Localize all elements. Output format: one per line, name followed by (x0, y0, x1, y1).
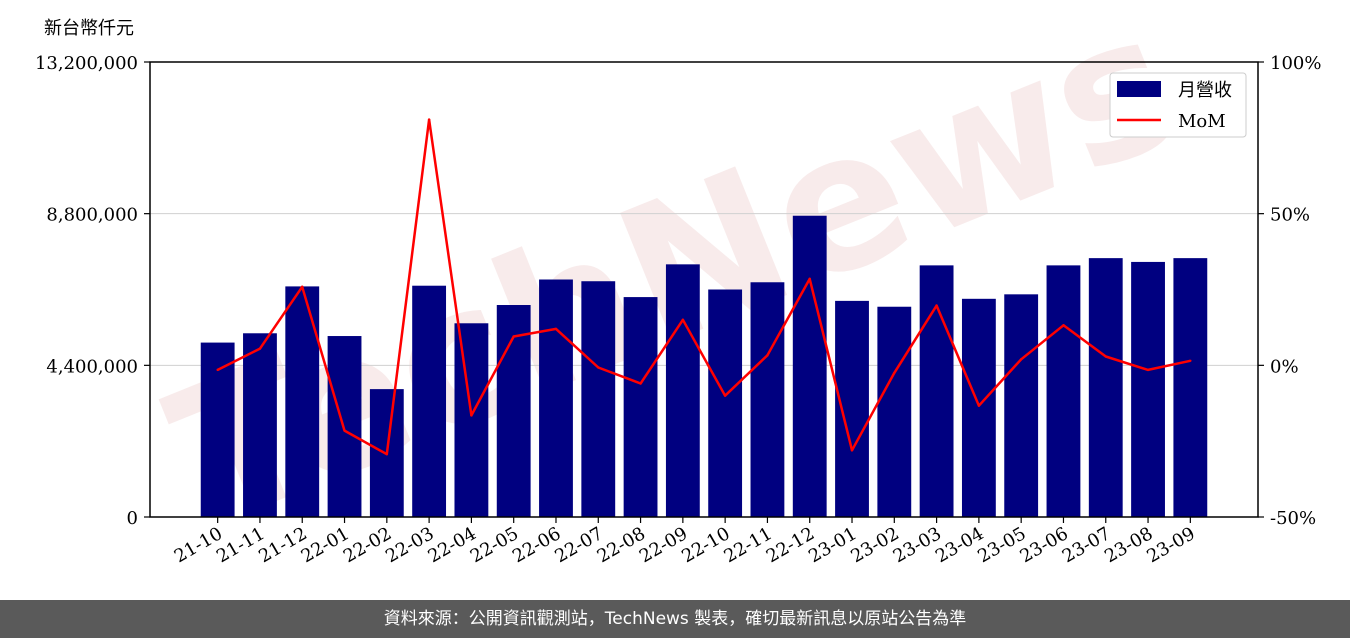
point-mom (766, 354, 769, 357)
bar-monthly-revenue (1046, 265, 1081, 517)
bar-monthly-revenue (835, 300, 869, 517)
bar-monthly-revenue (623, 297, 658, 517)
point-mom (343, 429, 346, 432)
bar-monthly-revenue (581, 281, 616, 517)
point-mom (893, 371, 896, 375)
bar-monthly-revenue (496, 305, 531, 517)
bar-monthly-revenue (877, 306, 912, 517)
point-mom (935, 304, 938, 307)
bar-monthly-revenue (1004, 294, 1039, 517)
point-mom (216, 368, 219, 372)
right-tick-label: 50% (1270, 205, 1310, 226)
left-tick-label: 0 (127, 508, 138, 529)
plot-frame (149, 61, 1259, 518)
right-tick-label: 0% (1270, 356, 1299, 377)
bar-monthly-revenue (412, 285, 447, 517)
series-line-mom (217, 118, 1191, 456)
point-mom (723, 394, 727, 397)
revenue-chart: TechNews 04,400,0008,800,00013,200,000-5… (35, 0, 1322, 570)
point-mom (301, 285, 304, 288)
left-tick-label: 8,800,000 (46, 205, 138, 226)
bar-monthly-revenue (919, 265, 954, 517)
point-mom (681, 318, 685, 322)
point-mom (808, 277, 811, 281)
left-tick-label: 13,200,000 (35, 53, 138, 74)
point-mom (385, 453, 389, 456)
x-tick-label: 23-09 (1143, 523, 1198, 567)
bar-monthly-revenue (1088, 258, 1123, 517)
legend-swatch-revenue (1117, 81, 1161, 97)
point-mom (639, 382, 642, 385)
point-mom (554, 327, 558, 331)
point-mom (1104, 355, 1107, 358)
bar-monthly-revenue (285, 286, 320, 517)
point-mom (1062, 324, 1065, 327)
point-mom (258, 347, 262, 350)
bar-monthly-revenue (665, 264, 700, 517)
bar-monthly-revenue (961, 298, 996, 517)
right-tick-label: 100% (1270, 53, 1321, 74)
bar-monthly-revenue (243, 333, 277, 517)
bar-monthly-revenue (454, 323, 489, 517)
point-mom (512, 335, 515, 338)
bar-monthly-revenue (1131, 261, 1165, 517)
point-mom (850, 449, 854, 452)
point-mom (1189, 359, 1192, 362)
left-tick-label: 4,400,000 (46, 356, 138, 377)
point-mom (1019, 358, 1023, 361)
point-mom (597, 366, 600, 369)
legend-label-mom: MoM (1178, 111, 1226, 132)
bar-monthly-revenue (1173, 258, 1208, 517)
y-axis-unit-label: 新台幣仟元 (44, 18, 134, 39)
bar-monthly-revenue (708, 289, 743, 517)
bar-monthly-revenue (792, 215, 827, 517)
point-mom (1146, 368, 1150, 372)
bar-monthly-revenue (539, 279, 573, 517)
bar-monthly-revenue (200, 342, 235, 517)
bar-monthly-revenue (750, 282, 785, 517)
legend-label-revenue: 月營收 (1178, 80, 1232, 101)
point-mom (470, 414, 473, 417)
right-tick-label: -50% (1270, 508, 1316, 529)
point-mom (427, 118, 431, 121)
point-mom (977, 404, 981, 407)
source-footer: 資料來源：公開資訊觀測站，TechNews 製表，確切最新訊息以原站公告為準 (0, 600, 1350, 638)
